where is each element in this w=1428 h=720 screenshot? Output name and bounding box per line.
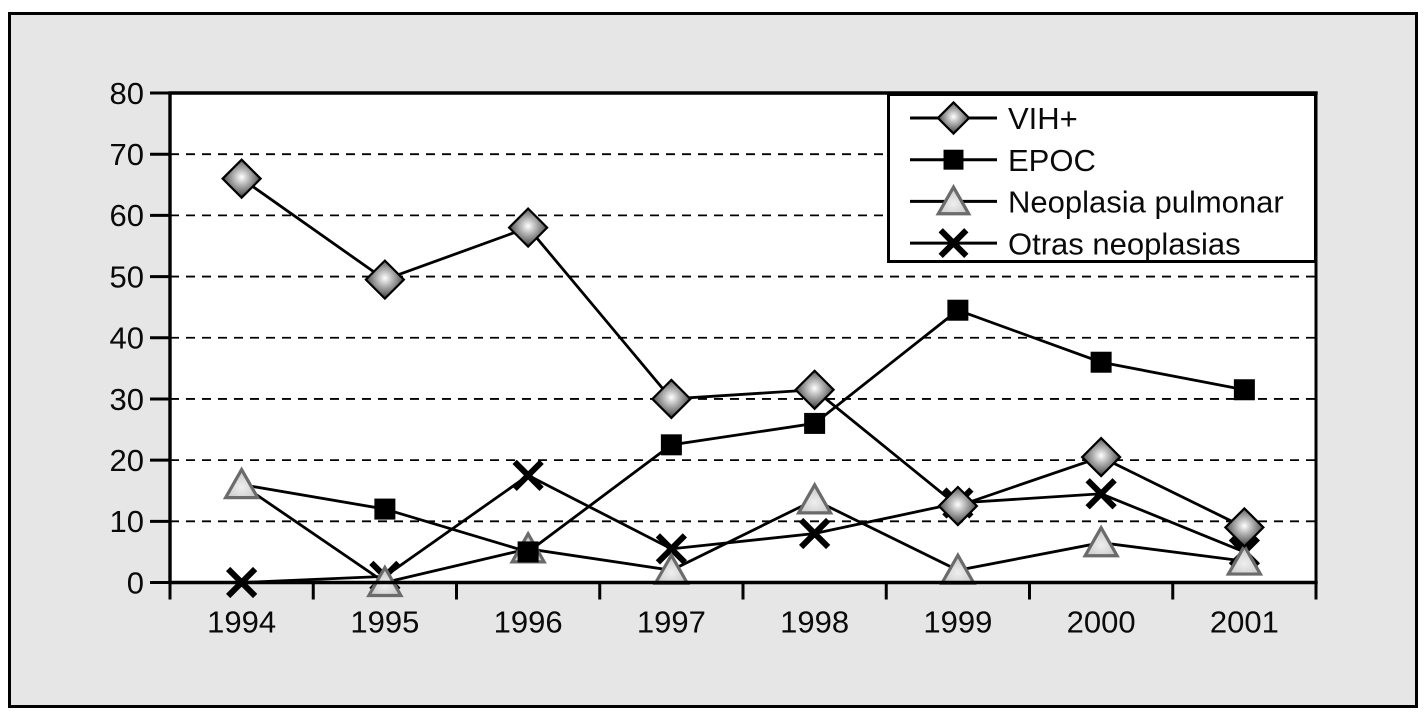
y-axis-label: 60 bbox=[110, 198, 144, 233]
y-axis-labels: 0 10 20 30 40 50 60 70 80 bbox=[110, 76, 144, 600]
marker-diamond bbox=[1080, 436, 1122, 478]
marker-diamond bbox=[937, 485, 979, 527]
marker-triangle bbox=[1082, 524, 1120, 558]
marker-square bbox=[1090, 351, 1112, 373]
y-axis-label: 10 bbox=[110, 504, 144, 539]
legend-row: VIH+ bbox=[910, 100, 1078, 136]
x-stroke bbox=[1085, 478, 1117, 510]
series-line-x bbox=[241, 473, 1245, 584]
x-axis-label: 1999 bbox=[923, 605, 992, 640]
x-ticks bbox=[168, 582, 1318, 600]
series-markers-diamond bbox=[221, 158, 1265, 548]
x-axis-label: 1994 bbox=[207, 605, 276, 640]
series-line-triangle bbox=[240, 483, 1245, 585]
marker-diamond bbox=[936, 100, 971, 136]
legend: VIH+ EPOC Neoplasia pulmonar Otras neoplasi… bbox=[887, 93, 1317, 263]
marker-x bbox=[512, 459, 544, 492]
marker-square bbox=[660, 434, 682, 456]
marker-x bbox=[799, 517, 831, 550]
marker-x bbox=[938, 228, 969, 259]
x-axis-label: 2000 bbox=[1067, 605, 1136, 640]
marker-triangle bbox=[1225, 542, 1264, 576]
marker-triangle bbox=[935, 183, 972, 216]
marker-square bbox=[374, 498, 396, 520]
marker-square bbox=[943, 149, 964, 170]
marker-diamond bbox=[794, 369, 836, 411]
x-axis-label: 2001 bbox=[1210, 605, 1279, 640]
y-axis-label: 0 bbox=[127, 565, 144, 600]
y-axis-label: 40 bbox=[110, 321, 144, 356]
legend-label: Otras neoplasias bbox=[1008, 226, 1241, 261]
marker-diamond bbox=[507, 207, 549, 249]
y-axis-label: 20 bbox=[110, 443, 144, 478]
series-line-diamond bbox=[240, 177, 1245, 529]
series-markers-square bbox=[374, 299, 1255, 563]
legend-row: Neoplasia pulmonar bbox=[910, 183, 1284, 220]
legend-label: Neoplasia pulmonar bbox=[1008, 185, 1284, 220]
legend-row: EPOC bbox=[910, 143, 1096, 178]
legend-label: EPOC bbox=[1008, 143, 1096, 178]
marker-square bbox=[517, 541, 539, 563]
y-axis-label: 70 bbox=[110, 137, 144, 172]
marker-square bbox=[947, 299, 969, 321]
marker-x bbox=[655, 533, 687, 565]
marker-triangle bbox=[222, 466, 261, 500]
x-axis-labels: 1994 1995 1996 1997 1998 1999 2000 2001 bbox=[207, 605, 1279, 640]
marker-x bbox=[1085, 478, 1117, 510]
marker-diamond bbox=[221, 158, 263, 200]
x-stroke bbox=[655, 533, 687, 565]
x-stroke bbox=[512, 459, 544, 492]
x-axis-label: 1995 bbox=[350, 605, 419, 640]
y-axis-label: 80 bbox=[110, 76, 144, 111]
y-axis-label: 30 bbox=[110, 382, 144, 417]
y-axis-label: 50 bbox=[110, 259, 144, 294]
marker-square bbox=[804, 412, 826, 434]
marker-square bbox=[1233, 379, 1255, 401]
marker-diamond bbox=[650, 378, 692, 420]
series-line-square bbox=[241, 308, 1245, 554]
y-ticks bbox=[150, 91, 170, 584]
legend-row: Otras neoplasias bbox=[910, 226, 1241, 261]
x-axis-label: 1998 bbox=[780, 605, 849, 640]
marker-triangle bbox=[795, 481, 834, 515]
legend-label: VIH+ bbox=[1008, 101, 1078, 136]
x-stroke bbox=[799, 517, 831, 550]
x-axis-label: 1996 bbox=[494, 605, 563, 640]
marker-diamond bbox=[364, 259, 406, 301]
marker-diamond bbox=[1223, 506, 1265, 548]
x-stroke bbox=[938, 228, 969, 259]
series-lines bbox=[240, 177, 1245, 585]
x-axis-label: 1997 bbox=[637, 605, 706, 640]
